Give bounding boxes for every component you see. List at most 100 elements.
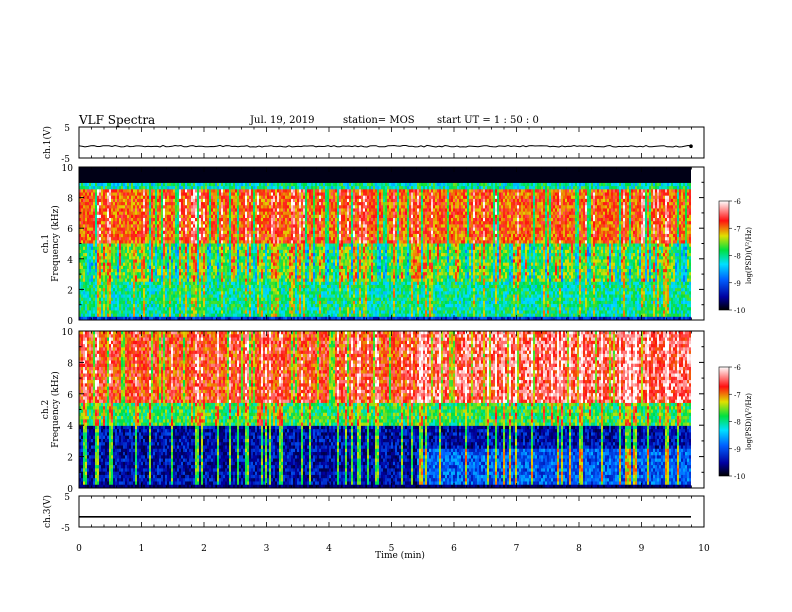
spectrogram-cell bbox=[101, 198, 103, 203]
spectrogram-cell bbox=[91, 167, 93, 171]
spectrogram-cell bbox=[99, 259, 101, 264]
spectrogram-cell bbox=[125, 259, 127, 264]
spectrogram-cell bbox=[95, 202, 97, 206]
spectrogram-cell bbox=[79, 182, 81, 187]
spectrogram-cell bbox=[105, 173, 107, 178]
spectrogram-cell bbox=[121, 195, 123, 200]
spectrogram-cell bbox=[93, 233, 95, 238]
spectrogram-cell bbox=[91, 300, 93, 305]
spectrogram-cell bbox=[113, 173, 115, 178]
spectrogram-cell bbox=[81, 176, 83, 181]
spectrogram-cell bbox=[117, 294, 119, 299]
spectrogram-cell bbox=[137, 269, 139, 273]
spectrogram-cell bbox=[133, 291, 135, 296]
spectrogram-cell bbox=[127, 307, 129, 312]
spectrogram-cell bbox=[127, 316, 129, 320]
spectrogram-cell bbox=[109, 313, 111, 318]
spectrogram-cell bbox=[113, 316, 115, 320]
spectrogram-cell bbox=[97, 269, 99, 273]
spectrogram-cell bbox=[103, 192, 105, 197]
spectrogram-cell bbox=[101, 310, 103, 315]
spectrogram-cell bbox=[101, 170, 103, 174]
spectrogram-cell bbox=[139, 304, 141, 308]
spectrogram-cell bbox=[117, 195, 119, 200]
spectrogram-cell bbox=[149, 176, 151, 181]
spectrogram-cell bbox=[97, 240, 99, 245]
spectrogram-cell bbox=[93, 249, 95, 254]
spectrogram-cell bbox=[99, 275, 101, 280]
spectrogram-cell bbox=[87, 218, 89, 222]
spectrogram-cell bbox=[87, 198, 89, 203]
spectrogram-cell bbox=[125, 208, 127, 213]
spectrogram-cell bbox=[117, 313, 119, 318]
spectrogram-cell bbox=[79, 186, 81, 190]
spectrogram-cell bbox=[105, 205, 107, 210]
spectrogram-cell bbox=[113, 249, 115, 254]
spectrogram-cell bbox=[143, 253, 145, 257]
spectrogram-cell bbox=[131, 221, 133, 225]
spectrogram-cell bbox=[127, 208, 129, 213]
spectrogram-cell bbox=[109, 256, 111, 261]
spectrogram-cell bbox=[119, 195, 121, 200]
spectrogram-cell bbox=[141, 202, 143, 206]
spectrogram-cell bbox=[123, 284, 125, 289]
spectrogram-cell bbox=[87, 310, 89, 315]
spectrogram-cell bbox=[145, 211, 147, 216]
spectrogram-cell bbox=[79, 259, 81, 264]
spectrogram-cell bbox=[133, 167, 135, 171]
spectrogram-cell bbox=[125, 297, 127, 302]
spectrogram-cell bbox=[137, 189, 139, 194]
spectrogram-cell bbox=[85, 170, 87, 174]
spectrogram-cell bbox=[143, 202, 145, 206]
spectrogram-cell bbox=[91, 182, 93, 187]
spectrogram-cell bbox=[89, 243, 91, 248]
spectrogram-cell bbox=[87, 230, 89, 235]
spectrogram-cell bbox=[111, 198, 113, 203]
spectrogram-cell bbox=[123, 221, 125, 225]
spectrogram-cell bbox=[95, 262, 97, 267]
spectrogram-cell bbox=[131, 218, 133, 222]
spectrogram-cell bbox=[123, 186, 125, 190]
spectrogram-cell bbox=[133, 233, 135, 238]
spectrogram-cell bbox=[93, 307, 95, 312]
spectrogram-cell bbox=[91, 284, 93, 289]
spectrogram-cell bbox=[129, 259, 131, 264]
spectrogram-cell bbox=[121, 284, 123, 289]
spectrogram-cell bbox=[143, 182, 145, 187]
spectrogram-cell bbox=[101, 256, 103, 261]
spectrogram-cell bbox=[115, 179, 117, 184]
spectrogram-cell bbox=[79, 179, 81, 184]
spectrogram-cell bbox=[83, 214, 85, 219]
spectrogram-cell bbox=[129, 182, 131, 187]
spectrogram-cell bbox=[143, 297, 145, 302]
spectrogram-cell bbox=[83, 291, 85, 296]
spectrogram-cell bbox=[101, 202, 103, 206]
spectrogram-cell bbox=[115, 269, 117, 273]
spectrogram-cell bbox=[133, 275, 135, 280]
spectrogram-cell bbox=[111, 211, 113, 216]
spectrogram-cell bbox=[97, 249, 99, 254]
spectrogram-cell bbox=[131, 167, 133, 171]
spectrogram-cell bbox=[123, 176, 125, 181]
spectrogram-cell bbox=[79, 269, 81, 273]
spectrogram-cell bbox=[139, 230, 141, 235]
spectrogram-cell bbox=[147, 221, 149, 225]
spectrogram-cell bbox=[79, 211, 81, 216]
spectrogram-cell bbox=[101, 249, 103, 254]
spectrogram-cell bbox=[85, 176, 87, 181]
spectrogram-cell bbox=[125, 211, 127, 216]
spectrogram-cell bbox=[129, 265, 131, 270]
spectrogram-cell bbox=[89, 173, 91, 178]
spectrogram-cell bbox=[119, 198, 121, 203]
spectrogram-cell bbox=[131, 265, 133, 270]
spectrogram-cell bbox=[83, 170, 85, 174]
spectrogram-cell bbox=[129, 300, 131, 305]
spectrogram-cell bbox=[115, 237, 117, 241]
spectrogram-cell bbox=[133, 221, 135, 225]
spectrogram-cell bbox=[117, 297, 119, 302]
spectrogram-cell bbox=[125, 278, 127, 283]
spectrogram-cell bbox=[113, 237, 115, 241]
spectrogram-cell bbox=[95, 310, 97, 315]
spectrogram-cell bbox=[97, 310, 99, 315]
spectrogram-cell bbox=[115, 259, 117, 264]
